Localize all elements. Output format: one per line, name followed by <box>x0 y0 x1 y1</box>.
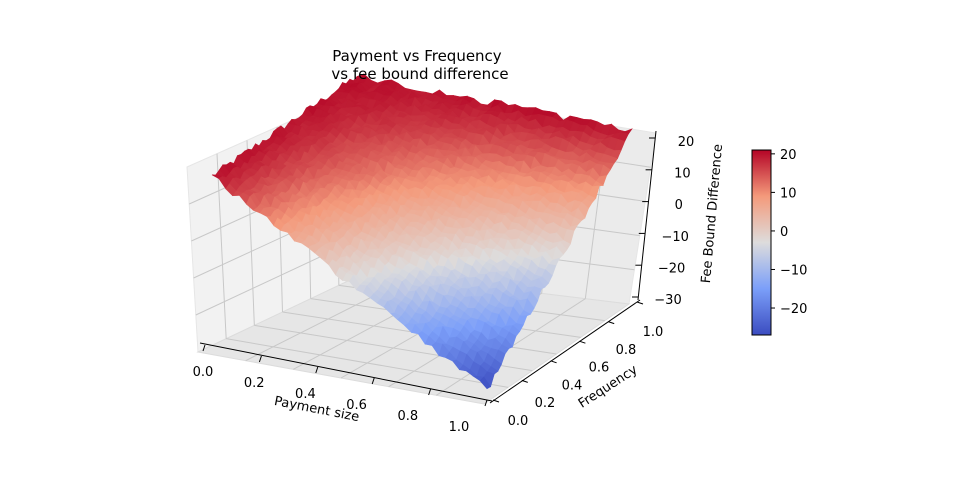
y-tick-mark <box>492 399 500 403</box>
y-tick-label: 1.0 <box>643 325 664 340</box>
colorbar-tick-label: 10 <box>780 186 797 201</box>
y-tick-mark <box>636 301 644 305</box>
x-tick-label: 0.4 <box>295 387 316 402</box>
y-tick-label: 0.4 <box>562 378 583 393</box>
colorbar-tick-label: −20 <box>780 302 807 317</box>
x-axis-line <box>199 342 493 402</box>
z-axis-line <box>637 130 657 301</box>
y-tick-label: 0.6 <box>589 361 610 376</box>
x-tick-mark <box>258 355 262 363</box>
z-tick-label: −10 <box>661 230 688 245</box>
z-tick-label: 20 <box>678 135 695 150</box>
z-axis-label: Fee Bound Difference <box>699 143 726 283</box>
chart-title-line-1: Payment vs Frequency <box>332 47 502 65</box>
x-tick-mark <box>428 388 432 396</box>
colorbar-tick-label: 20 <box>780 148 797 163</box>
surface-patch <box>479 376 492 390</box>
wall-grid-line <box>216 153 227 339</box>
x-tick-label: 0.2 <box>244 376 265 391</box>
z-tick-label: 0 <box>675 198 683 213</box>
axes <box>199 130 657 404</box>
colorbar-tick-label: 0 <box>780 225 788 240</box>
z-tick-label: −20 <box>658 261 685 276</box>
z-tick-label: 10 <box>674 167 691 182</box>
colorbar: 20 10 0 −10 −20 <box>751 148 807 336</box>
x-tick-label: 0.8 <box>397 409 418 424</box>
y-tick-mark <box>579 340 586 344</box>
x-tick-mark <box>315 366 319 374</box>
surface <box>211 73 633 390</box>
y-tick-label: 0.0 <box>508 414 529 429</box>
x-tick-mark <box>371 377 375 385</box>
y-tick-mark <box>550 360 557 364</box>
chart-title-line-2: vs fee bound difference <box>331 65 508 83</box>
tick-marks: 0.0 0.2 0.4 0.6 0.8 1.0 0.0 0.2 0.4 0.6 0.8 1.0 20 10… <box>193 135 695 435</box>
x-tick-label: 0.6 <box>346 398 367 413</box>
x-tick-mark <box>202 344 206 352</box>
y-axis-line <box>489 299 641 404</box>
y-tick-mark <box>521 379 528 383</box>
y-tick-mark <box>608 321 615 325</box>
colorbar-tick-label: −10 <box>780 263 807 278</box>
z-tick-label: −30 <box>654 293 681 308</box>
y-tick-label: 0.2 <box>535 396 556 411</box>
colorbar-gradient <box>751 149 772 336</box>
x-tick-label: 1.0 <box>449 420 470 435</box>
colorbar-ticks: 20 10 0 −10 −20 <box>771 148 807 317</box>
x-tick-mark <box>484 399 488 407</box>
y-tick-label: 0.8 <box>616 343 637 358</box>
x-tick-label: 0.0 <box>193 365 214 380</box>
